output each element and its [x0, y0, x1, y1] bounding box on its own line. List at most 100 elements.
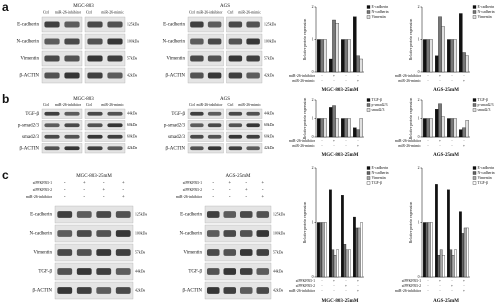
condition-sign: -: [321, 284, 323, 288]
kda-label: 100kDa: [273, 231, 285, 235]
blot-band: [223, 268, 237, 275]
blot-strip: [226, 143, 263, 154]
blot-band: [96, 230, 112, 237]
kda-label: 100kDa: [135, 231, 147, 235]
column-header: miR-26-inhibitor: [197, 103, 224, 107]
bar: [344, 118, 348, 138]
condition-sign: -: [451, 74, 453, 78]
condition-sign: -: [321, 139, 323, 143]
legend-label: TGF-β: [478, 181, 488, 185]
legend-swatch: [366, 108, 371, 112]
condition-sign: +: [439, 279, 441, 283]
blot-strip: [41, 67, 83, 84]
blot-band: [256, 211, 270, 218]
legend-swatch: [472, 10, 477, 14]
bar: [356, 55, 360, 73]
legend-label: smad2/3: [372, 108, 385, 112]
legend-swatch: [472, 171, 477, 175]
condition-sign: -: [463, 139, 465, 143]
condition-sign: -: [345, 139, 347, 143]
bar: [353, 16, 357, 73]
bar: [438, 103, 442, 138]
bar: [461, 233, 465, 278]
blot-band: [256, 287, 270, 294]
blot-band: [228, 72, 243, 79]
y-tick-label: 0: [418, 135, 420, 139]
kda-label: 60kDa: [264, 123, 274, 127]
blot-band: [57, 287, 73, 294]
bar: [441, 116, 445, 138]
kda-label: 60kDa: [127, 135, 137, 139]
condition-name: miR-26-mimic: [292, 79, 315, 83]
blot-band: [206, 268, 220, 275]
blot-strip: [187, 50, 224, 67]
bar: [345, 249, 349, 278]
blot-band: [190, 134, 204, 139]
blot-strip: [187, 131, 224, 142]
legend-label: TGF-β: [372, 98, 382, 102]
condition-sign: -: [463, 74, 465, 78]
bar: [343, 244, 347, 278]
blot-band: [246, 55, 260, 62]
blot-band: [64, 55, 80, 62]
column-header: Ctrl: [43, 10, 49, 14]
column-header: Ctrl: [228, 10, 234, 14]
bar: [332, 19, 336, 73]
blot-band: [107, 38, 123, 45]
kda-label: 100kDa: [264, 39, 276, 43]
blot-band: [239, 211, 253, 218]
bar: [359, 118, 363, 138]
legend-label: smad2/3: [478, 108, 491, 112]
y-tick-label: 0: [312, 275, 314, 279]
kda-label: 44kDa: [264, 112, 274, 116]
blot-band: [190, 146, 204, 151]
condition-sign: +: [357, 144, 359, 148]
blot-strip: [204, 205, 272, 224]
row-label: β-ACTIN: [166, 74, 186, 79]
column-header: miR-26-inhibitor: [197, 10, 224, 14]
blot-band: [87, 134, 103, 139]
blot-band: [107, 55, 123, 62]
bar: [359, 58, 363, 73]
kda-label: 57kDa: [127, 56, 137, 60]
kda-label: 44kDa: [127, 112, 137, 116]
blot-strip: [204, 262, 272, 281]
condition-sign: -: [83, 188, 85, 193]
blot-band: [190, 123, 204, 128]
blot-strip: [41, 120, 83, 131]
legend-label: E-cadherin: [478, 166, 495, 170]
blot-band: [207, 111, 222, 116]
blot-band: [207, 123, 222, 128]
condition-sign: -: [427, 289, 429, 293]
blot-band: [64, 146, 80, 151]
legend-swatch: [472, 5, 477, 9]
bar: [324, 222, 327, 278]
blot-band: [107, 123, 123, 128]
blot-title: AGS: [220, 97, 230, 102]
bar: [430, 222, 433, 278]
bar: [429, 39, 433, 73]
blot-band: [206, 287, 220, 294]
bar: [453, 118, 457, 138]
bar: [438, 16, 442, 73]
y-tick-label: 2: [418, 98, 420, 102]
condition-sign: -: [345, 74, 347, 78]
blot-band: [206, 211, 220, 218]
bar: [320, 118, 324, 138]
kda-label: 42kDa: [135, 288, 145, 292]
condition-sign: -: [83, 195, 85, 200]
bar: [323, 39, 327, 73]
legend-swatch: [472, 176, 477, 180]
blot-strip: [54, 205, 134, 224]
blot-strip: [84, 120, 126, 131]
bar: [336, 249, 339, 278]
bar: [427, 222, 431, 278]
kda-label: 42kDa: [127, 73, 137, 77]
blot-strip: [204, 281, 272, 300]
blot-band: [206, 249, 220, 256]
blot-band: [246, 134, 260, 139]
condition-sign: -: [451, 79, 453, 83]
blot-band: [87, 123, 103, 128]
condition-sign: -: [451, 279, 453, 283]
bar: [447, 189, 450, 278]
